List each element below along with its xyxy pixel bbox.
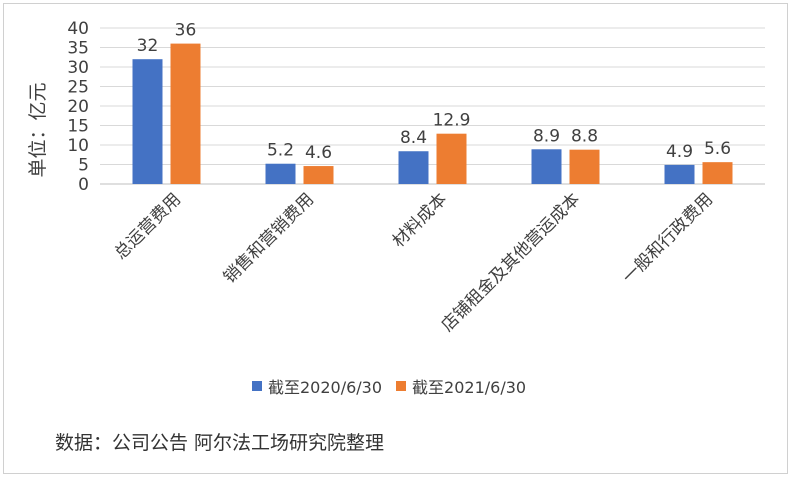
x-tick-label: 材料成本 [389,189,451,251]
x-tick-label: 总运营费用 [111,189,185,263]
y-tick-label: 5 [78,156,89,176]
legend-item-2021: 截至2021/6/30 [396,374,526,398]
y-tick-label: 25 [67,78,89,98]
data-label: 5.2 [267,141,294,161]
y-axis-label: 单位：亿元 [27,82,49,177]
legend-item-2020: 截至2020/6/30 [252,374,382,398]
bar-2020 [664,164,695,184]
y-tick-label: 20 [67,97,89,117]
source-note: 数据：公司公告 阿尔法工场研究院整理 [55,432,385,454]
data-label: 4.9 [666,142,693,162]
y-tick-label: 0 [78,175,89,195]
legend-label-2021: 截至2021/6/30 [412,378,527,397]
bar-2021 [569,149,600,184]
x-tick-label: 一般和行政费用 [619,189,717,287]
legend: 截至2020/6/30 截至2021/6/30 [252,374,540,398]
bars [132,43,733,185]
data-label: 36 [175,21,197,41]
bar-2021 [436,133,467,184]
data-label: 4.6 [305,143,332,163]
bar-2020 [531,149,562,184]
data-label: 32 [137,36,159,56]
legend-swatch-2020 [252,381,262,391]
bar-2021 [303,166,334,184]
data-label: 12.9 [433,111,471,131]
data-labels: 32 36 5.2 4.6 8.4 12.9 8.9 8.8 4.9 5.6 [137,21,731,163]
x-tick-label: 销售和营销费用 [220,189,318,287]
legend-swatch-2021 [396,381,407,391]
bar-2021 [170,43,201,184]
y-tick-label: 35 [67,39,89,59]
legend-label-2020: 截至2020/6/30 [268,378,383,397]
y-tick-label: 40 [67,19,89,39]
y-tick-label: 15 [67,117,89,137]
bar-2020 [398,151,429,184]
gridlines [100,27,765,185]
data-label: 8.9 [533,126,560,146]
data-label: 8.4 [400,128,427,148]
y-tick-label: 30 [67,58,89,78]
x-tick-label: 店铺租金及其他营运成本 [438,189,584,335]
data-label: 5.6 [704,139,731,159]
bar-2021 [702,162,733,184]
y-tick-label: 10 [67,136,89,156]
data-label: 8.8 [571,127,598,147]
bar-2020 [265,163,296,184]
bar-2020 [132,59,163,185]
